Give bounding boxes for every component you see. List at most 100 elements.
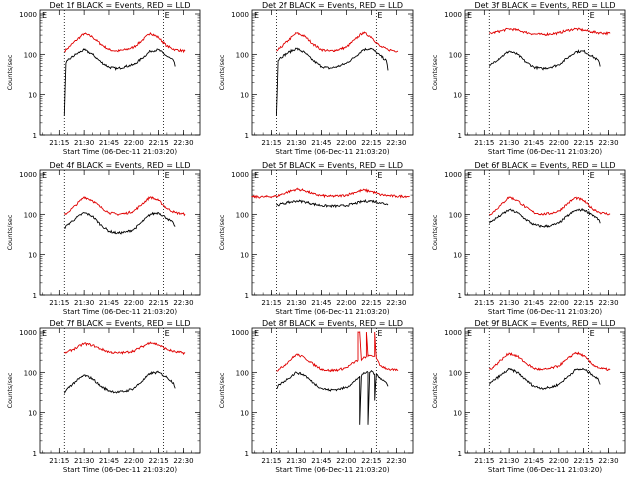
- y-tick-label: 1000: [231, 11, 249, 19]
- marker-label-right: E: [590, 171, 595, 180]
- x-axis-label: Start Time (06-Dec-11 21:03:20): [275, 308, 389, 316]
- marker-label-left: E: [467, 171, 472, 180]
- y-axis-label: Counts/sec: [218, 372, 226, 408]
- x-tick-label: 22:00: [124, 457, 144, 465]
- events-series-line: [64, 211, 176, 235]
- y-tick-label: 100: [449, 211, 462, 219]
- y-tick-label: 1000: [19, 11, 37, 19]
- lld-series-line: [489, 351, 611, 372]
- lld-series-line: [63, 196, 186, 217]
- y-tick-label: 1000: [444, 171, 462, 179]
- y-tick-label: 10: [453, 252, 462, 260]
- y-tick-label: 10: [240, 410, 249, 418]
- x-tick-label: 21:15: [261, 457, 281, 465]
- y-tick-label: 1: [245, 132, 249, 140]
- x-axis-label: Start Time (06-Dec-11 21:03:20): [488, 466, 602, 474]
- marker-label-left: E: [254, 329, 259, 338]
- y-axis-label: Counts/sec: [6, 214, 14, 250]
- marker-label-left: E: [42, 329, 47, 338]
- marker-label-left: E: [254, 11, 259, 20]
- x-tick-label: 22:30: [598, 457, 618, 465]
- x-tick-label: 22:00: [336, 139, 356, 147]
- detector-panel-3: Det 3f BLACK = Events, RED = LLD 1 10 100 10…: [431, 1, 626, 156]
- marker-label-right: E: [377, 11, 382, 20]
- y-tick-label: 1: [33, 292, 37, 300]
- detector-panel-4: Det 4f BLACK = Events, RED = LLD 1 10 100 10…: [6, 161, 201, 316]
- x-tick-label: 22:30: [598, 299, 618, 307]
- y-tick-label: 10: [453, 92, 462, 100]
- y-axis-label: Counts/sec: [431, 54, 439, 90]
- x-tick-label: 22:00: [124, 139, 144, 147]
- events-series-line: [276, 370, 389, 425]
- x-tick-label: 21:45: [524, 139, 544, 147]
- x-tick-label: 22:30: [173, 139, 193, 147]
- x-tick-label: 21:45: [99, 457, 119, 465]
- plot-frame: [39, 169, 201, 296]
- y-axis-label: Counts/sec: [431, 372, 439, 408]
- marker-label-right: E: [377, 329, 382, 338]
- x-tick-label: 21:15: [474, 299, 494, 307]
- y-tick-label: 10: [240, 252, 249, 260]
- y-tick-label: 1: [458, 132, 462, 140]
- plot-frame: [251, 169, 414, 296]
- x-tick-label: 21:45: [524, 457, 544, 465]
- x-tick-label: 21:30: [499, 139, 519, 147]
- x-axis-label: Start Time (06-Dec-11 21:03:20): [275, 148, 389, 156]
- x-axis-label: Start Time (06-Dec-11 21:03:20): [275, 466, 389, 474]
- x-axis-label: Start Time (06-Dec-11 21:03:20): [63, 308, 177, 316]
- y-tick-label: 100: [236, 211, 249, 219]
- x-tick-label: 21:45: [311, 139, 331, 147]
- y-tick-label: 100: [24, 211, 37, 219]
- y-tick-label: 1: [245, 292, 249, 300]
- x-tick-label: 22:00: [336, 457, 356, 465]
- y-tick-label: 100: [24, 369, 37, 377]
- y-tick-label: 100: [24, 51, 37, 59]
- x-tick-label: 22:15: [149, 457, 169, 465]
- x-tick-label: 22:15: [574, 299, 594, 307]
- marker-label-left: E: [467, 11, 472, 20]
- x-tick-label: 21:15: [474, 457, 494, 465]
- x-tick-label: 21:45: [311, 457, 331, 465]
- y-tick-label: 100: [236, 51, 249, 59]
- y-tick-label: 10: [28, 252, 37, 260]
- x-tick-label: 22:15: [361, 299, 381, 307]
- y-axis-label: Counts/sec: [431, 214, 439, 250]
- x-tick-label: 22:15: [149, 299, 169, 307]
- marker-label-left: E: [42, 171, 47, 180]
- y-tick-label: 1000: [19, 329, 37, 337]
- y-tick-label: 1000: [444, 11, 462, 19]
- x-tick-label: 21:30: [74, 299, 94, 307]
- x-tick-label: 21:30: [499, 457, 519, 465]
- plot-frame: [464, 9, 626, 136]
- y-tick-label: 10: [240, 92, 249, 100]
- detector-panel-9: Det 9f BLACK = Events, RED = LLD 1 10 100 10…: [431, 319, 626, 474]
- detector-panel-8: Det 8f BLACK = Events, RED = LLD 1 10 100 10…: [218, 319, 414, 474]
- y-tick-label: 1: [458, 292, 462, 300]
- detector-panel-1: Det 1f BLACK = Events, RED = LLD 1 10 100 10…: [6, 1, 201, 156]
- y-tick-label: 1000: [231, 171, 249, 179]
- x-tick-label: 22:15: [574, 139, 594, 147]
- events-series-line: [488, 367, 601, 391]
- x-tick-label: 21:15: [49, 457, 69, 465]
- x-tick-label: 21:15: [49, 299, 69, 307]
- plot-frame: [39, 9, 201, 136]
- events-series-line: [275, 47, 389, 116]
- marker-label-right: E: [165, 329, 170, 338]
- panel-title: Det 6f BLACK = Events, RED = LLD: [474, 161, 615, 170]
- detector-panel-5: Det 5f BLACK = Events, RED = LLD 1 10 100 10…: [218, 161, 414, 316]
- panel-title: Det 1f BLACK = Events, RED = LLD: [49, 1, 190, 10]
- y-axis-label: Counts/sec: [6, 54, 14, 90]
- plot-frame: [464, 169, 626, 296]
- x-tick-label: 22:00: [124, 299, 144, 307]
- x-tick-label: 21:30: [74, 457, 94, 465]
- detector-panel-7: Det 7f BLACK = Events, RED = LLD 1 10 100 10…: [6, 319, 201, 474]
- marker-label-right: E: [377, 171, 382, 180]
- lld-series-line: [276, 331, 399, 373]
- marker-label-right: E: [165, 11, 170, 20]
- plot-frame: [251, 327, 414, 454]
- lld-series-line: [276, 31, 399, 53]
- lld-series-line: [63, 341, 186, 356]
- x-tick-label: 22:30: [386, 457, 406, 465]
- y-axis-label: Counts/sec: [6, 372, 14, 408]
